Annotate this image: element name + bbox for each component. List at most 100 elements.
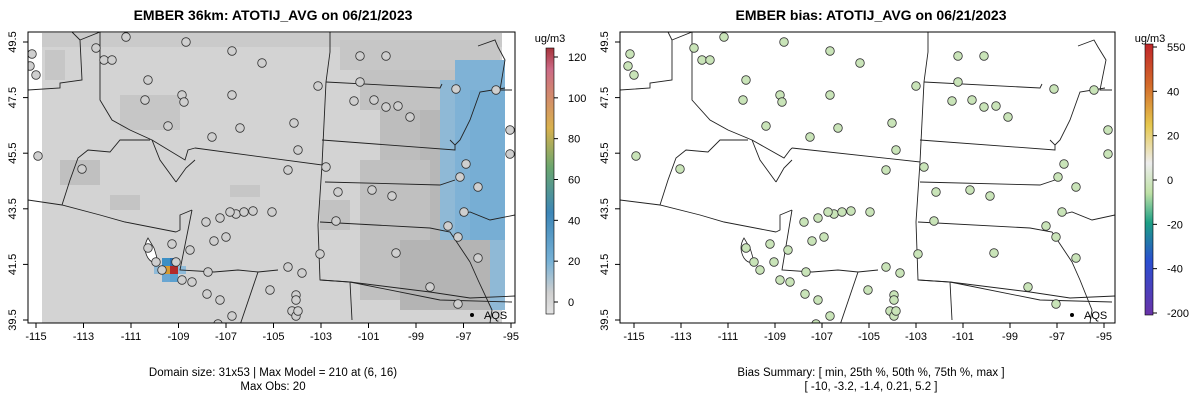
observation-marker (491, 85, 501, 95)
colorbar-tick-label: -20 (1167, 219, 1183, 231)
y-tick-label: 49.5 (599, 31, 611, 52)
model-grid-cell (162, 274, 170, 282)
observation-marker (171, 257, 181, 267)
x-tick-label: -115 (623, 331, 644, 343)
state-border-line (28, 199, 177, 233)
state-border-line (781, 209, 879, 273)
left-y-axis: 49.5 47.5 45.5 43.5 41.5 39.5 (7, 31, 28, 331)
observation-marker (461, 159, 471, 169)
model-grid-cell (170, 274, 178, 282)
right-colorbar (1144, 43, 1154, 316)
state-border-line (919, 179, 1056, 186)
observation-marker (77, 164, 87, 174)
observation-marker (31, 70, 41, 80)
observation-marker (202, 289, 212, 299)
state-border-line (923, 81, 1043, 89)
observation-marker (387, 191, 397, 201)
observation-marker (741, 75, 751, 85)
observation-marker (291, 295, 301, 305)
state-border-line (179, 209, 279, 273)
observation-marker (455, 172, 465, 182)
observation-marker (213, 319, 223, 323)
colorbar-tick-label: 60 (568, 175, 580, 187)
observation-marker (1051, 299, 1061, 309)
x-tick-label: -103 (310, 331, 332, 343)
state-border-line (917, 221, 1073, 263)
left-colorbar-unit: ug/m3 (535, 33, 566, 45)
model-grid-cell (400, 240, 490, 310)
observation-marker (891, 145, 901, 155)
state-border-line (61, 139, 150, 206)
observation-marker (863, 285, 873, 295)
observation-marker (297, 268, 307, 278)
state-border-line (620, 199, 777, 233)
observation-marker (248, 206, 258, 216)
model-grid-cell (45, 50, 65, 80)
state-border-line (28, 32, 83, 91)
observation-marker (801, 267, 811, 277)
state-border-line (691, 32, 793, 159)
observation-marker (215, 295, 225, 305)
observation-marker (967, 95, 977, 105)
right-plot-frame (619, 31, 1116, 324)
model-grid-cell (110, 195, 140, 210)
observation-marker (779, 37, 789, 47)
state-borders (28, 32, 515, 323)
observation-marker (749, 257, 759, 267)
state-border-line (949, 281, 1113, 303)
observation-marker (947, 96, 957, 106)
observation-marker (697, 55, 707, 65)
colorbar-tick-label: 20 (568, 256, 580, 268)
observation-marker (181, 37, 191, 47)
colorbar-tick-label: 0 (1167, 175, 1173, 187)
observation-marker (1041, 221, 1051, 231)
x-tick-label: -97 (456, 331, 472, 343)
x-tick-label: -99 (1002, 331, 1018, 343)
x-tick-label: -105 (262, 331, 284, 343)
observation-marker (881, 165, 891, 175)
observation-marker (315, 249, 325, 259)
y-tick-label: 45.5 (599, 142, 611, 163)
observation-marker (221, 232, 231, 242)
x-tick-label: -111 (718, 331, 738, 343)
y-tick-label: 39.5 (599, 309, 611, 330)
observation-marker (209, 236, 219, 246)
observation-marker (185, 245, 195, 255)
right-colorbar-ticks: 550 40 20 0 -20 -40 -200 (1153, 42, 1189, 320)
x-tick-label: -109 (167, 331, 189, 343)
observation-marker (215, 213, 225, 223)
observation-marker (1023, 282, 1033, 292)
observation-marker (989, 248, 999, 258)
observation-marker (321, 162, 331, 172)
colorbar-tick-label: 0 (568, 297, 574, 309)
y-tick-label: 43.5 (7, 198, 19, 219)
state-border-line (477, 39, 512, 91)
x-tick-label: -105 (858, 331, 880, 343)
observation-marker (289, 118, 299, 128)
state-border-line (1071, 261, 1093, 323)
observation-marker (381, 102, 391, 112)
observation-marker (919, 162, 929, 172)
observation-marker (349, 96, 359, 106)
x-tick-label: -99 (408, 331, 424, 343)
observation-marker (738, 95, 748, 105)
right-colorbar-unit: ug/m3 (1135, 33, 1166, 45)
right-caption-line2: [ -10, -3.2, -1.4, 0.21, 5.2 ] (805, 381, 938, 393)
observation-marker (813, 295, 823, 305)
observation-marker (985, 191, 995, 201)
observation-marker (825, 46, 835, 56)
observation-marker (889, 295, 899, 305)
y-tick-label: 41.5 (599, 254, 611, 275)
observation-marker (761, 121, 771, 131)
state-border-line (99, 32, 196, 161)
observation-marker (881, 262, 891, 272)
observation-marker (1089, 85, 1099, 95)
y-tick-label: 41.5 (7, 254, 19, 275)
colorbar-tick-label: -40 (1167, 264, 1183, 276)
observation-marker (813, 213, 823, 223)
left-caption-line2: Max Obs: 20 (240, 381, 305, 393)
observation-marker (825, 90, 835, 100)
observation-marker (865, 207, 875, 217)
observation-marker (143, 75, 153, 85)
state-border-line (324, 179, 456, 186)
